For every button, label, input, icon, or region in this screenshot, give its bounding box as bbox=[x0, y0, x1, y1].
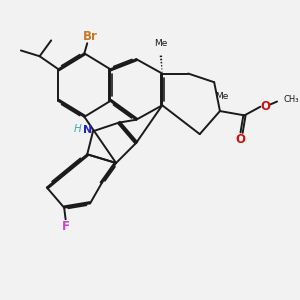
Text: N: N bbox=[83, 125, 92, 135]
Text: O: O bbox=[235, 133, 245, 146]
Text: Br: Br bbox=[83, 29, 98, 43]
Text: F: F bbox=[61, 220, 70, 233]
Text: H: H bbox=[73, 124, 81, 134]
Text: O: O bbox=[260, 100, 271, 113]
Text: Me: Me bbox=[154, 40, 167, 49]
Text: Me: Me bbox=[215, 92, 228, 101]
Text: CH₃: CH₃ bbox=[284, 95, 299, 104]
